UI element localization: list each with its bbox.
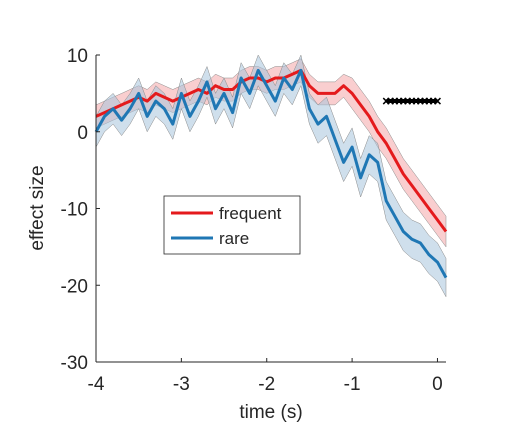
x-tick-label: -3 [173, 374, 190, 395]
y-ticks: -30 -20 -10 0 10 [61, 46, 100, 374]
y-tick-label: -30 [61, 353, 88, 374]
x-tick-label: -4 [88, 374, 105, 395]
y-tick-label: 0 [77, 123, 88, 144]
legend-label-frequent: frequent [219, 204, 282, 223]
band-rare [95, 54, 447, 297]
x-axis-label: time (s) [239, 402, 302, 423]
y-axis-label: effect size [27, 165, 48, 250]
legend-label-rare: rare [219, 229, 249, 248]
x-tick-label: 0 [432, 374, 443, 395]
confidence-bands [95, 54, 447, 297]
significance-markers [382, 97, 441, 105]
y-tick-label: -10 [61, 200, 88, 221]
significance-marker [433, 97, 441, 105]
series-line-frequent [95, 68, 448, 233]
y-tick-label: -20 [61, 276, 88, 297]
x-tick-label: -2 [258, 374, 275, 395]
x-ticks: -4 -3 -2 -1 0 [88, 358, 443, 395]
legend: frequent rare [163, 195, 301, 255]
series-line-rare [94, 68, 448, 279]
series-lines [94, 68, 448, 279]
legend-box [163, 195, 301, 255]
x-tick-label: -1 [344, 374, 361, 395]
y-tick-label: 10 [67, 46, 88, 67]
